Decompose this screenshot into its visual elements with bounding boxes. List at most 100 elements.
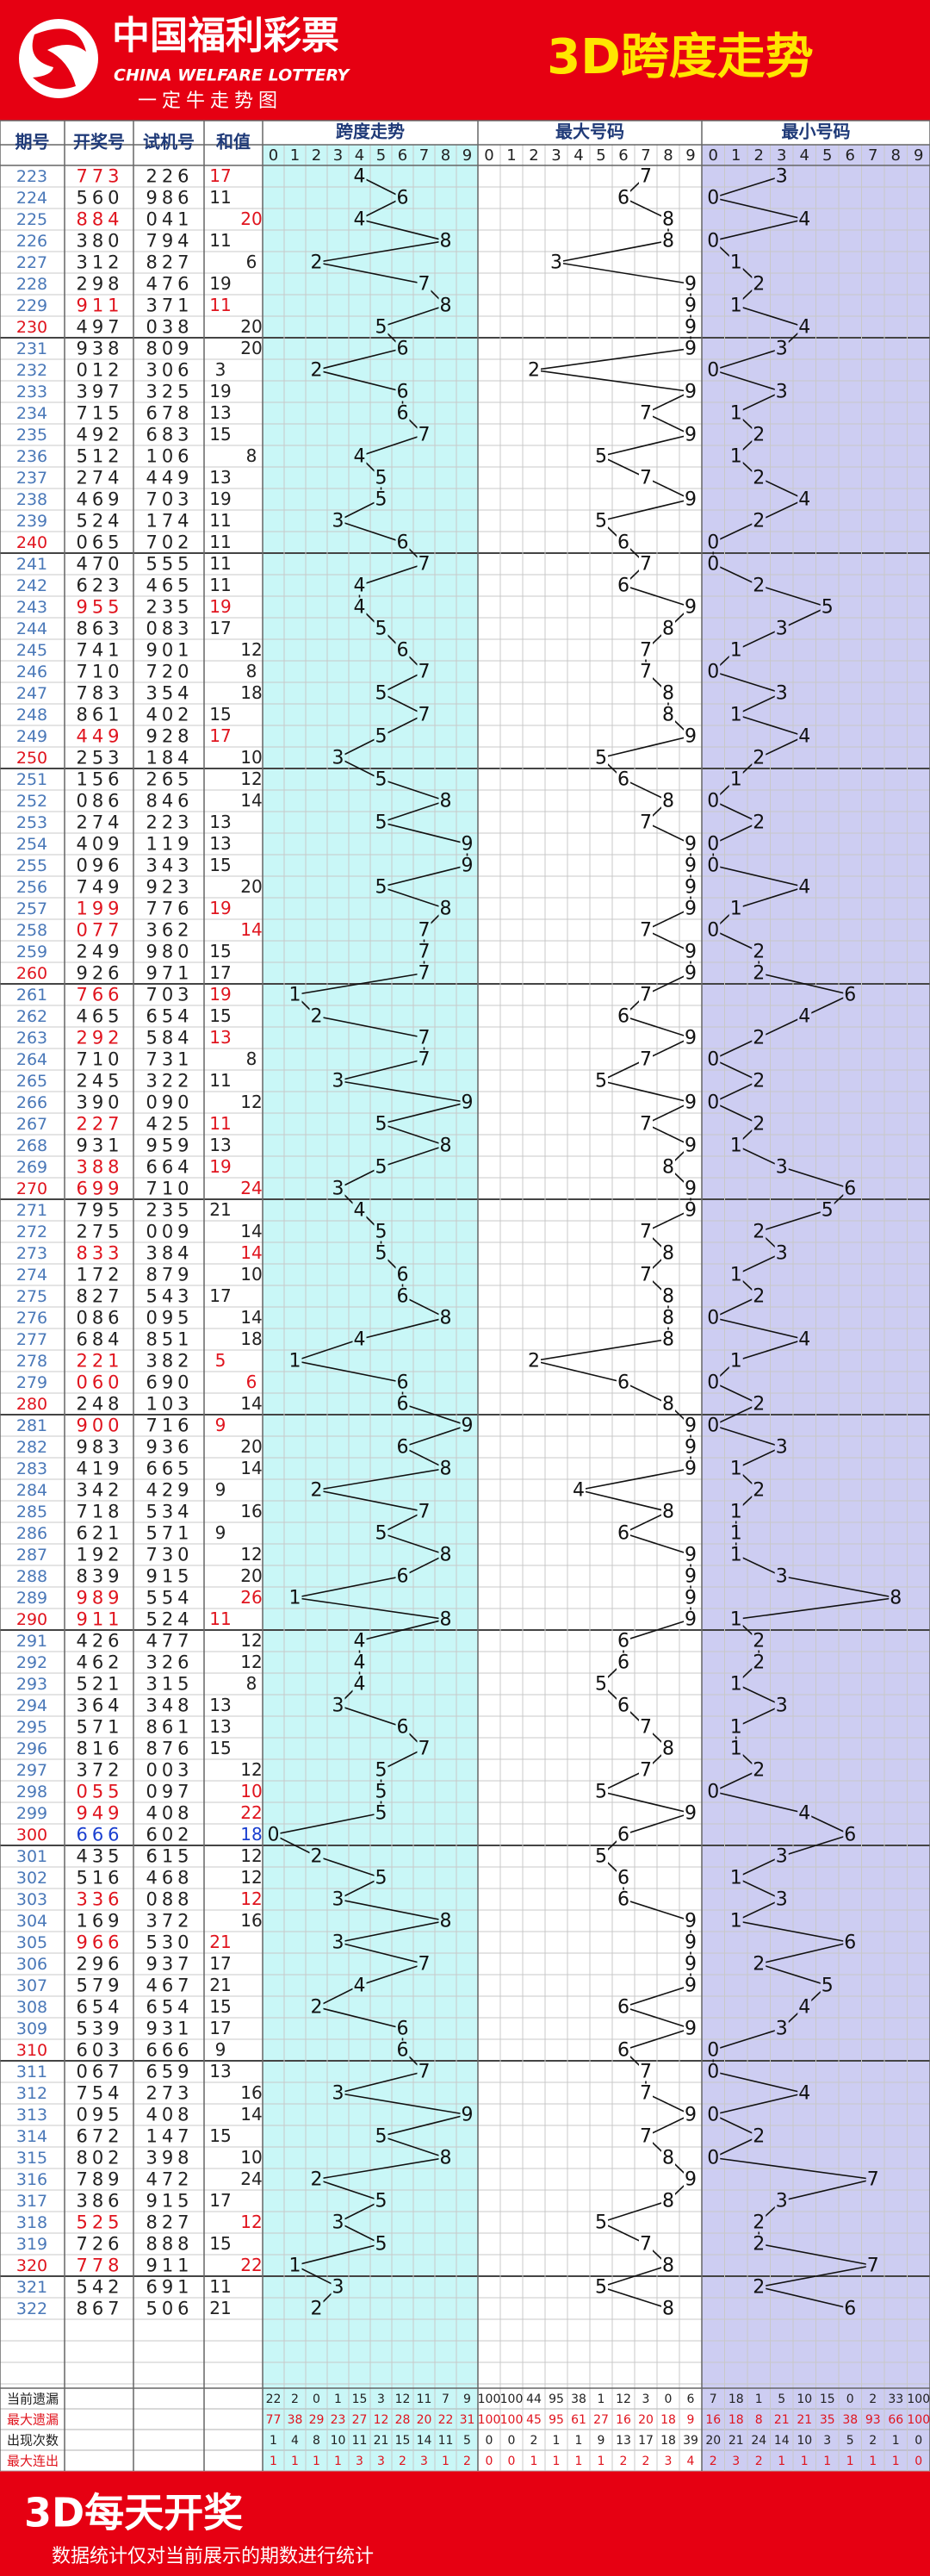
column-header: 和值 bbox=[216, 132, 251, 152]
stats-value: 6 bbox=[687, 2392, 695, 2406]
stats-value: 2 bbox=[869, 2434, 877, 2448]
digit-mask bbox=[684, 1437, 698, 1457]
digit-mask bbox=[352, 1652, 367, 1672]
trend-digit: 6 bbox=[397, 1717, 409, 1739]
draw-number: 492 bbox=[76, 425, 123, 445]
trend-digit: 8 bbox=[662, 1286, 674, 1308]
trend-digit: 5 bbox=[595, 511, 607, 532]
trend-digit: 4 bbox=[354, 446, 366, 468]
period: 321 bbox=[16, 2278, 47, 2297]
sum: 10 bbox=[240, 1781, 262, 1801]
sum: 19 bbox=[209, 488, 231, 509]
draw-number: 672 bbox=[76, 2126, 123, 2147]
trend-digit: 8 bbox=[440, 1545, 452, 1566]
draw-number: 227 bbox=[76, 1114, 123, 1135]
stats-value: 2 bbox=[710, 2455, 717, 2468]
digit-mask bbox=[684, 1566, 698, 1586]
draw-number: 699 bbox=[76, 1179, 123, 1199]
digit-mask bbox=[865, 2256, 880, 2275]
digit-mask bbox=[617, 1652, 630, 1672]
digit-mask bbox=[374, 2191, 388, 2211]
trend-digit: 7 bbox=[418, 1739, 431, 1760]
period: 257 bbox=[16, 899, 47, 918]
stats-value: 95 bbox=[549, 2392, 564, 2406]
trend-digit: 5 bbox=[375, 812, 388, 834]
stats-value: 12 bbox=[374, 2413, 389, 2427]
test-number: 794 bbox=[146, 231, 193, 252]
test-number: 354 bbox=[146, 683, 193, 704]
trend-digit: 9 bbox=[685, 1028, 697, 1049]
trend-digit: 4 bbox=[798, 489, 810, 511]
stats-value: 2 bbox=[530, 2434, 538, 2448]
sum: 10 bbox=[240, 1264, 262, 1285]
test-number: 235 bbox=[146, 1200, 193, 1221]
trend-digit: 9 bbox=[685, 1566, 697, 1588]
digit-mask bbox=[639, 985, 653, 1005]
period: 296 bbox=[16, 1739, 47, 1758]
draw-number: 096 bbox=[76, 856, 123, 876]
digit-header: 9 bbox=[462, 146, 472, 165]
period: 309 bbox=[16, 2019, 47, 2038]
digit-mask bbox=[752, 942, 766, 961]
digit-mask bbox=[728, 1136, 743, 1155]
test-number: 530 bbox=[146, 1932, 193, 1953]
stats-value: 1 bbox=[892, 2455, 900, 2468]
test-number: 555 bbox=[146, 554, 193, 575]
stats-value: 38 bbox=[571, 2392, 586, 2406]
digit-mask bbox=[661, 1243, 675, 1263]
trend-digit: 8 bbox=[662, 2191, 674, 2212]
period: 261 bbox=[16, 986, 47, 1005]
column-header: 最大号码 bbox=[555, 121, 624, 142]
trend-digit: 9 bbox=[685, 963, 697, 985]
test-number: 306 bbox=[146, 360, 193, 381]
draw-number: 245 bbox=[76, 1071, 123, 1092]
draw-number: 086 bbox=[76, 1308, 123, 1328]
digit-mask bbox=[374, 317, 388, 337]
stats-value: 1 bbox=[291, 2455, 299, 2468]
digit-mask bbox=[752, 468, 766, 488]
trend-digit: 1 bbox=[730, 1502, 742, 1523]
test-number: 654 bbox=[146, 1997, 193, 2018]
digit-mask bbox=[460, 834, 474, 854]
draw-number: 789 bbox=[76, 2169, 123, 2190]
digit-mask bbox=[374, 726, 388, 746]
sum: 13 bbox=[209, 402, 231, 423]
trend-digit: 1 bbox=[730, 446, 742, 468]
digit-mask bbox=[684, 2169, 698, 2189]
trend-digit: 1 bbox=[730, 1545, 742, 1566]
digit-mask bbox=[309, 2169, 324, 2189]
trend-digit: 2 bbox=[753, 274, 765, 296]
stats-value: 0 bbox=[665, 2392, 673, 2406]
trend-digit: 8 bbox=[662, 1329, 674, 1351]
period: 280 bbox=[16, 1395, 47, 1414]
digit-mask bbox=[617, 2040, 630, 2060]
trend-digit: 9 bbox=[685, 489, 697, 511]
test-number: 911 bbox=[146, 2256, 193, 2276]
digit-mask bbox=[417, 1049, 431, 1069]
trend-digit: 7 bbox=[867, 2169, 879, 2191]
trend-digit: 6 bbox=[397, 1286, 409, 1308]
draw-number: 861 bbox=[76, 705, 123, 725]
stats-value: 4 bbox=[687, 2455, 695, 2468]
stats-value: 22 bbox=[438, 2413, 454, 2427]
stats-value: 2 bbox=[755, 2455, 763, 2468]
sum: 8 bbox=[246, 661, 257, 681]
period: 292 bbox=[16, 1653, 47, 1672]
draw-number: 077 bbox=[76, 920, 123, 941]
digit-mask bbox=[752, 1028, 766, 1048]
digit-mask bbox=[661, 1157, 675, 1177]
trend-digit: 2 bbox=[753, 2212, 765, 2234]
sum: 11 bbox=[209, 1608, 231, 1629]
sum: 13 bbox=[209, 1027, 231, 1048]
stats-value: 1 bbox=[313, 2455, 320, 2468]
sum: 9 bbox=[215, 1522, 226, 1543]
period: 317 bbox=[16, 2192, 47, 2211]
test-number: 402 bbox=[146, 705, 193, 725]
sum: 17 bbox=[209, 2190, 231, 2211]
test-number: 716 bbox=[146, 1416, 193, 1436]
trend-digit: 9 bbox=[685, 834, 697, 856]
draw-number: 955 bbox=[76, 597, 123, 618]
digit-mask bbox=[684, 1976, 698, 1995]
trend-digit: 6 bbox=[844, 985, 856, 1006]
trend-digit: 4 bbox=[798, 2083, 810, 2105]
